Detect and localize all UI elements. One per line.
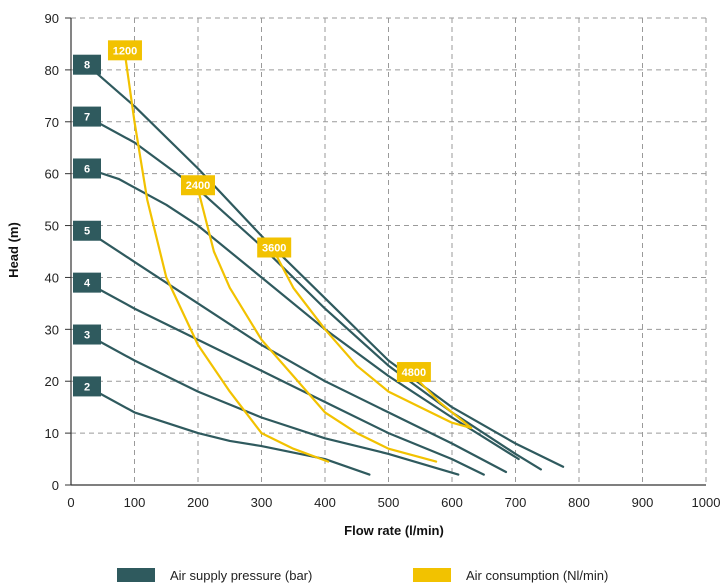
air-badge-3600 [257,237,292,258]
pressure-curve-3 [85,333,460,476]
axes: 0 100 200 300 400 500 600 700 800 900 1000 0 10 20 30 4… [45,11,721,510]
pressure-badge-label: 6 [84,163,90,175]
pressure-curve-6 [85,167,520,461]
pressure-badge-7 [73,106,101,127]
pressure-badge-5 [73,220,101,241]
pressure-curve-2 [85,385,371,476]
x-tick-label: 0 [67,495,74,510]
y-tick-label: 90 [45,11,59,26]
air-badge-label: 3600 [262,243,286,255]
air-badge-label: 1200 [113,45,137,57]
x-tick-label: 500 [378,495,400,510]
air-curve-3600 [273,250,473,429]
series-lines [85,53,565,476]
pressure-curve-8 [85,63,565,468]
x-tick-label: 200 [187,495,209,510]
y-tick-label: 20 [45,374,59,389]
air-badge-label: 2400 [186,180,210,192]
pressure-badge-label: 4 [84,278,91,290]
legend-label-air: Air consumption (Nl/min) [466,568,608,583]
y-tick-label: 30 [45,322,59,337]
air-badge-4800 [396,362,431,383]
y-tick-label: 80 [45,63,59,78]
pressure-badge-label: 7 [84,112,90,124]
pressure-badge-label: 5 [84,226,90,238]
pressure-badge-4 [73,272,101,293]
x-tick-label: 1000 [692,495,721,510]
y-tick-label: 60 [45,167,59,182]
x-tick-label: 800 [568,495,590,510]
pressure-badge-label: 8 [84,60,90,72]
air-badge-label: 4800 [402,367,426,379]
x-tick-label: 300 [251,495,273,510]
y-tick-label: 10 [45,426,59,441]
y-axis-title: Head (m) [6,222,21,278]
legend-label-pressure: Air supply pressure (bar) [170,568,312,583]
y-tick-label: 50 [45,219,59,234]
x-tick-label: 900 [632,495,654,510]
x-axis-title: Flow rate (l/min) [344,523,444,538]
pressure-badge-3 [73,324,101,345]
x-tick-label: 400 [314,495,336,510]
grid-lines [71,17,707,485]
pressure-curve-5 [85,229,508,474]
air-curve-1200 [123,53,330,463]
pressure-badge-label: 2 [84,381,90,393]
pressure-badge-8 [73,54,101,75]
y-tick-label: 40 [45,270,59,285]
air-curve-2400 [196,188,438,463]
x-tick-label: 600 [441,495,463,510]
x-tick-label: 700 [505,495,527,510]
y-tick-label: 70 [45,115,59,130]
air-curve-4800 [412,374,473,429]
pressure-badge-label: 3 [84,330,90,342]
pressure-curve-7 [85,115,542,471]
legend: Air supply pressure (bar) Air consumptio… [117,568,608,583]
x-tick-label: 100 [124,495,146,510]
legend-swatch-air [413,568,451,582]
pressure-badge-2 [73,376,101,397]
series-badges: 2 3 4 5 6 7 8 1200 2400 3600 4800 [73,40,431,397]
air-badge-1200 [107,40,142,61]
air-badge-2400 [181,175,215,196]
y-tick-label: 0 [52,478,59,493]
legend-swatch-pressure [117,568,155,582]
pressure-curve-4 [85,281,485,476]
pressure-badge-6 [73,158,101,179]
